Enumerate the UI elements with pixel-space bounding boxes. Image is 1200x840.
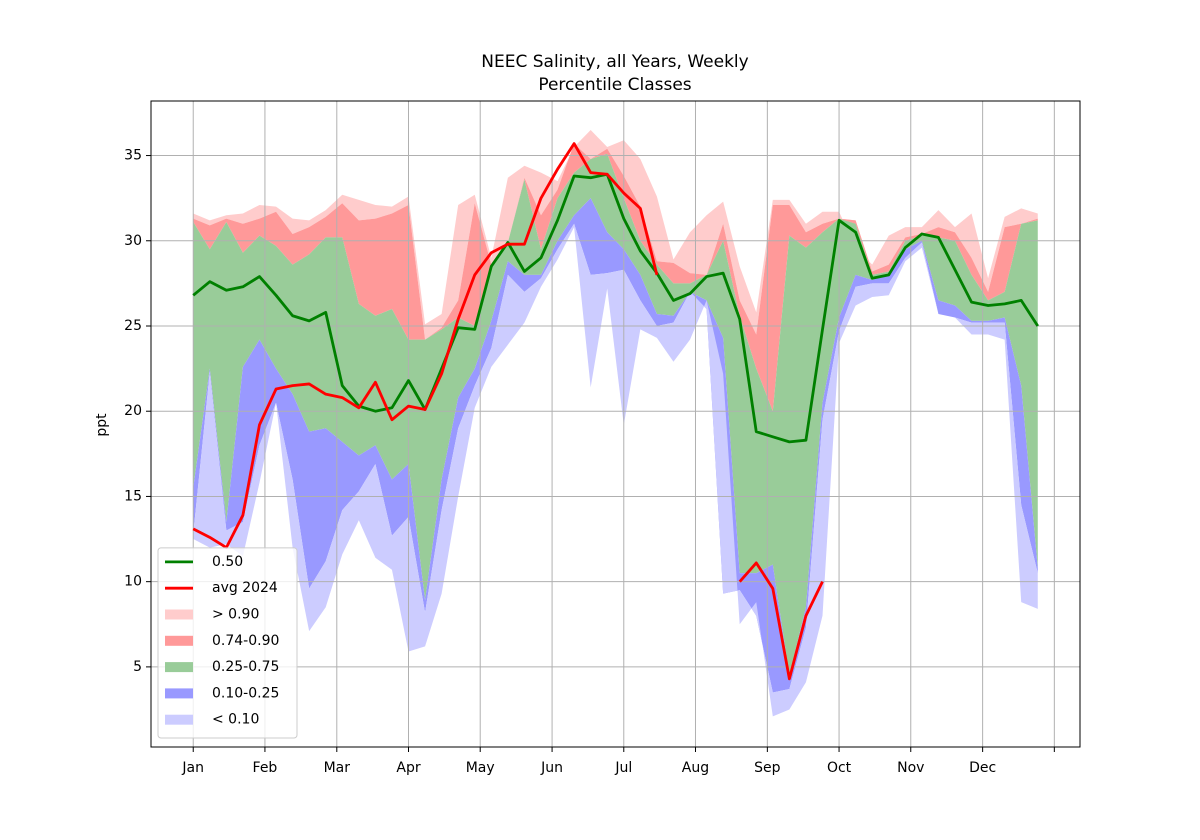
legend-swatch [165,662,193,673]
x-tick-label: Oct [827,760,852,776]
chart-title: NEEC Salinity, all Years, Weekly [481,52,748,72]
x-tick-label: Feb [253,760,278,776]
y-tick-label: 10 [124,574,142,590]
x-tick-label: Jul [614,760,632,776]
percentile-band [193,143,1038,412]
legend-label: 0.25-0.75 [212,659,279,675]
x-tick-label: Mar [324,760,351,776]
x-tick-label: Dec [969,760,996,776]
plot-frame [150,100,1081,748]
x-tick-label: Jun [540,760,563,776]
chart-subtitle: Percentile Classes [538,75,691,95]
y-tick-label: 35 [124,148,142,164]
percentile-band [193,153,1038,676]
y-tick-label: 15 [124,488,142,504]
y-tick-label: 5 [133,659,142,675]
legend-swatch [165,688,193,699]
legend-label: 0.50 [212,554,243,570]
legend-label: 0.10-0.25 [212,685,279,701]
y-tick-label: 30 [124,233,142,249]
legend-swatch [165,609,193,620]
x-tick-label: Aug [682,760,709,776]
legend-label: avg 2024 [212,580,278,596]
legend-swatch [165,635,193,646]
series-line [192,172,1039,444]
x-tick-label: Sep [754,760,781,776]
x-tick-label: May [466,760,495,776]
percentile-band [193,223,1038,717]
legend-swatch [165,714,193,725]
y-tick-label: 25 [124,318,142,334]
y-axis-label: ppt [94,413,110,437]
legend-label: < 0.10 [212,712,259,728]
x-tick-label: Jan [181,760,204,776]
series-line [192,142,824,681]
legend-label: 0.74-0.90 [212,633,279,649]
x-tick-label: Nov [897,760,924,776]
x-tick-label: Apr [396,760,420,776]
legend-label: > 0.90 [212,607,259,623]
y-tick-label: 20 [124,403,142,419]
